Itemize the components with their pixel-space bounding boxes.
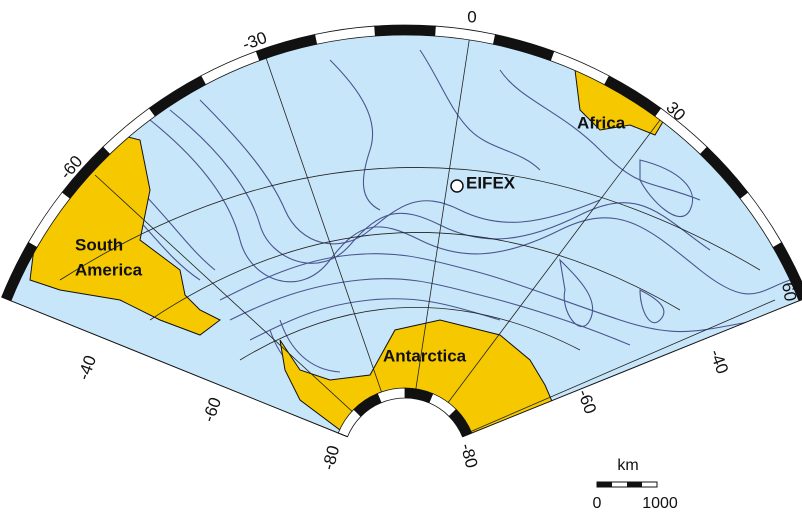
frame-edge [462, 299, 802, 438]
scale-unit: km [617, 457, 638, 474]
frame-label: -80 [319, 443, 344, 472]
frame-label: -60 [199, 395, 225, 425]
frame-label: 0 [467, 7, 476, 26]
station-marker [450, 179, 464, 193]
frame-border [1, 24, 802, 438]
station-label: EIFEX [466, 173, 516, 192]
region-label: South [75, 235, 123, 254]
region-label: Africa [577, 113, 626, 132]
frame-label: -40 [74, 353, 100, 383]
frame-label: 60 [778, 281, 800, 303]
scale-seg [597, 482, 612, 487]
land-antarctica [279, 319, 561, 434]
scale-label: 0 [593, 495, 602, 512]
frame-label: -40 [706, 347, 732, 377]
region-label: America [75, 260, 143, 279]
frame-label: -60 [574, 387, 600, 417]
border-segment [374, 24, 436, 37]
scale-seg [627, 482, 642, 487]
region-label: Antarctica [383, 346, 467, 365]
frame-label: -80 [457, 441, 482, 470]
scale-label: 1000 [642, 495, 678, 512]
scale-bar: km 0 1000 [593, 457, 678, 512]
frame-edge [1, 296, 348, 438]
